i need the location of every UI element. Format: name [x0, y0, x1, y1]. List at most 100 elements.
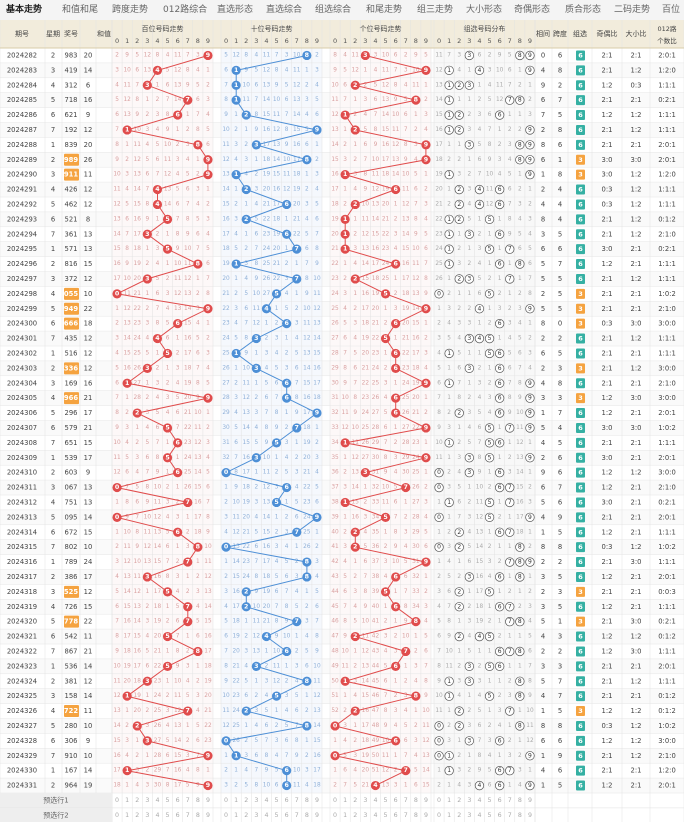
miss-value: 30 [372, 455, 380, 461]
cell-draw: 536 [65, 662, 78, 670]
miss-value: 9 [234, 485, 238, 491]
tab-4[interactable]: 直选形态 [217, 5, 254, 15]
group-ball [515, 542, 525, 552]
group-ball [484, 631, 495, 642]
miss-value: 7 [125, 485, 129, 491]
miss-value: 4 [437, 350, 441, 356]
miss-value: 5 [437, 365, 441, 371]
miss-value: 2 [437, 321, 441, 327]
tab-5[interactable]: 直选综合 [266, 5, 303, 15]
group-ball [495, 482, 505, 493]
group-ball [454, 199, 464, 210]
miss-value: 7 [265, 410, 269, 416]
miss-value: 15 [123, 604, 131, 610]
tab-2[interactable]: 跨度走势 [112, 5, 149, 15]
miss-value: 8 [315, 246, 319, 252]
miss-value: 11 [526, 723, 534, 729]
miss-value: 4 [424, 127, 428, 133]
miss-value: 16 [154, 574, 162, 580]
group-ball-label: 4 [478, 633, 482, 640]
tab-11[interactable]: 质合形态 [565, 5, 602, 15]
cell-sum: 12 [84, 588, 93, 596]
miss-value: 3 [186, 663, 190, 669]
tab-3[interactable]: 012路综合 [163, 5, 208, 15]
group-ball-label: 1 [447, 246, 451, 253]
miss-value: 4 [404, 708, 408, 714]
tab-8[interactable]: 组三走势 [417, 5, 454, 15]
miss-value: 13 [382, 783, 390, 789]
miss-value: 25 [362, 425, 370, 431]
cell-group-type: 6 [578, 141, 583, 149]
cell-gap: 3 [541, 394, 545, 402]
group-ball [444, 497, 454, 508]
cell-period: 2024288 [7, 141, 37, 149]
group-ball [454, 631, 464, 642]
miss-value: 14 [222, 187, 230, 193]
miss-value: 30 [222, 425, 230, 431]
miss-value: 19 [263, 172, 271, 178]
miss-value: 3 [145, 410, 149, 416]
miss-value: 3 [508, 693, 512, 699]
cell-route012: 0:1:2 [658, 707, 676, 715]
cell-draw: 726 [65, 603, 78, 611]
tab-6[interactable]: 组选综合 [315, 5, 352, 15]
miss-value: 2 [244, 634, 248, 640]
header-weekday: 星期 [46, 30, 60, 38]
miss-value: 12 [313, 693, 321, 699]
tab-9[interactable]: 大小形态 [466, 5, 503, 15]
tab-7[interactable]: 和尾走势 [366, 5, 403, 15]
cell-group-type: 6 [578, 81, 583, 89]
miss-value: 15 [422, 783, 430, 789]
miss-value: 13 [313, 321, 321, 327]
tab-1[interactable]: 和值和尾 [62, 5, 99, 15]
miss-value: 4 [518, 783, 522, 789]
group-type-badge [576, 363, 585, 374]
cell-weekday: 4 [51, 186, 55, 194]
miss-value: 2 [265, 663, 269, 669]
draw-ball [340, 497, 350, 508]
tab-10[interactable]: 奇偶形态 [514, 5, 551, 15]
forecast-digit: 2 [244, 812, 248, 819]
cell-gap: 7 [541, 111, 545, 119]
draw-ball-label: 9 [424, 67, 428, 74]
miss-value: 9 [186, 231, 190, 237]
miss-value: 7 [285, 589, 289, 595]
cell-weekday: 1 [51, 662, 55, 670]
tab-0[interactable]: 基本走势 [6, 5, 43, 15]
cell-period: 2024321 [7, 633, 37, 641]
group3-highlight [64, 317, 79, 330]
tab-13[interactable]: 百位 [662, 5, 681, 15]
tab-12[interactable]: 二码走势 [614, 5, 651, 15]
header-digit: 3 [145, 37, 149, 45]
draw-ball [401, 646, 411, 657]
cell-sum: 13 [84, 230, 93, 238]
miss-value: 4 [125, 753, 129, 759]
miss-value: 11 [253, 619, 261, 625]
miss-value: 9 [488, 157, 492, 163]
miss-value: 3 [457, 321, 461, 327]
miss-value: 5 [528, 246, 532, 252]
miss-value: 1 [363, 485, 367, 491]
miss-value: 4 [424, 514, 428, 520]
cell-odd-even: 3:0 [602, 454, 613, 462]
cell-route012: 0:2:1 [658, 96, 676, 104]
cell-gap: 4 [541, 439, 545, 447]
miss-value: 2 [333, 783, 337, 789]
miss-value: 12 [164, 172, 172, 178]
group-ball-label: 4 [478, 186, 482, 193]
miss-value: 4 [295, 485, 299, 491]
miss-value: 6 [394, 52, 398, 58]
header-digit: 6 [285, 37, 289, 45]
miss-value: 7 [374, 112, 378, 118]
group-ball-label: 8 [518, 573, 522, 580]
miss-value: 24 [134, 336, 142, 342]
miss-value: 13 [263, 499, 271, 505]
cell-big-small: 2:1 [631, 692, 642, 700]
miss-value: 1 [196, 559, 200, 565]
draw-ball [421, 453, 431, 463]
miss-value: 4 [186, 678, 190, 684]
group-ball [484, 289, 495, 299]
miss-value: 1 [437, 529, 441, 535]
header-digit: 0 [224, 37, 228, 45]
cell-route012: 0:2:1 [658, 618, 676, 626]
